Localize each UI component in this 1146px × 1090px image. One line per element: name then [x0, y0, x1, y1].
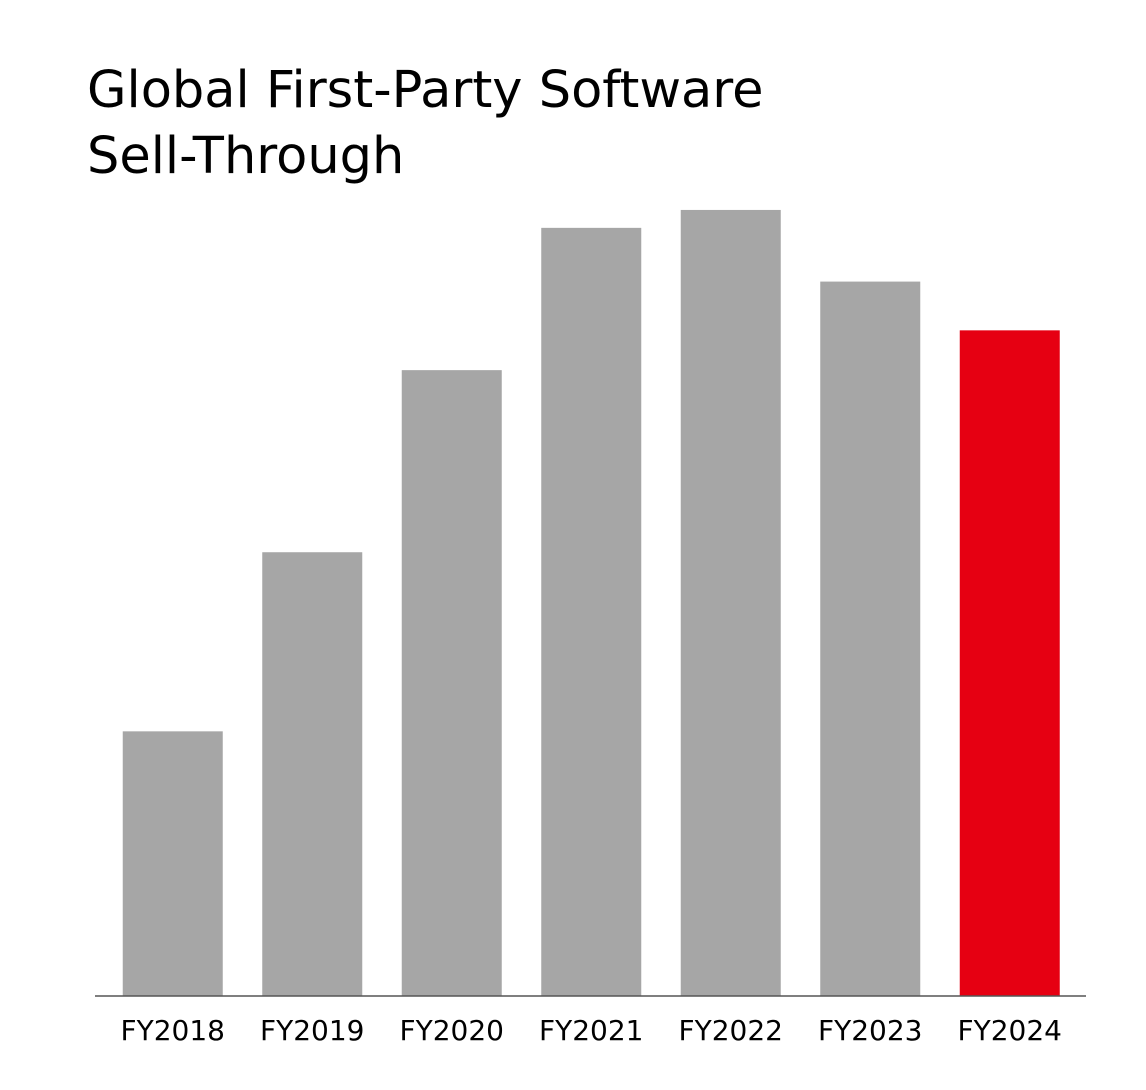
x-tick-label: FY2021: [539, 1014, 643, 1047]
bar: [541, 227, 642, 997]
x-tick-label: FY2022: [679, 1014, 783, 1047]
x-tick-label: FY2018: [121, 1014, 225, 1047]
bar: [959, 330, 1060, 997]
bar: [122, 731, 223, 996]
bar: [680, 209, 781, 996]
x-tick-label: FY2023: [818, 1014, 922, 1047]
x-tick-label: FY2020: [400, 1014, 504, 1047]
x-tick-label: FY2024: [958, 1014, 1062, 1047]
bar: [820, 281, 921, 997]
chart-title: Global First-Party Software Sell-Through: [87, 61, 764, 186]
x-tick-label: FY2019: [260, 1014, 364, 1047]
bar: [262, 552, 363, 996]
bar: [401, 370, 502, 996]
